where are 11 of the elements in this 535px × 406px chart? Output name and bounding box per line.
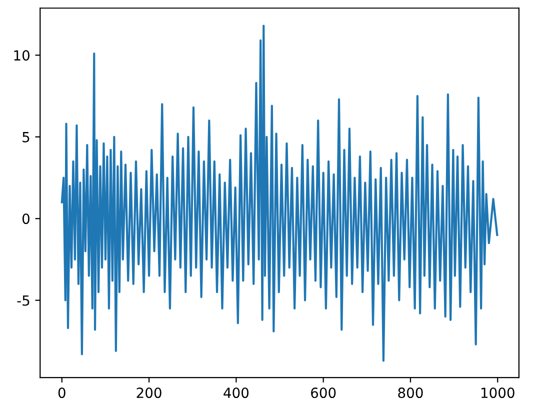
x-tick-label: 0 [58, 388, 66, 398]
y-tick-label: 10 [14, 50, 30, 61]
y-tick-label: 0 [22, 214, 30, 224]
x-tick-label: 800 [398, 388, 423, 398]
line-series [60, 24, 498, 362]
x-tick-label: 200 [136, 388, 162, 398]
y-tick-label: -5 [17, 295, 30, 306]
x-tick-label: 1000 [481, 388, 514, 398]
x-tick-label: 600 [311, 388, 336, 398]
x-tick-label: 400 [224, 388, 249, 398]
y-tick-label: 5 [22, 132, 30, 142]
